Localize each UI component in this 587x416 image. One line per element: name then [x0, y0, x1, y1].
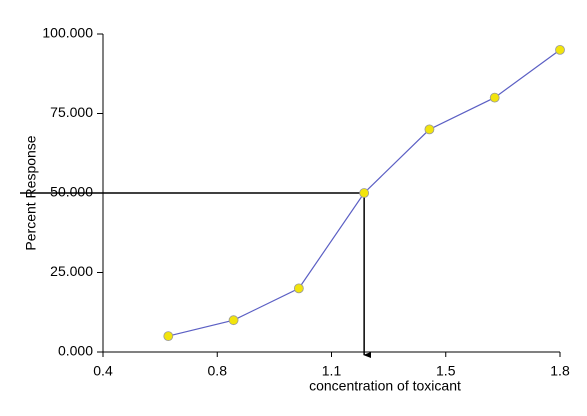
- y-tick-label: 50.000: [50, 184, 93, 200]
- y-tick-label: 75.000: [50, 104, 93, 120]
- data-point: [489, 92, 500, 103]
- x-axis-label: concentration of toxicant: [309, 378, 461, 394]
- y-tick-label: 100.000: [42, 25, 93, 41]
- x-tick-label: 1.5: [436, 363, 456, 379]
- x-tick-label: 0.8: [208, 363, 228, 379]
- data-point: [424, 124, 435, 135]
- data-point: [555, 45, 565, 55]
- x-tick-label: 1.1: [322, 363, 342, 379]
- data-point: [293, 283, 304, 294]
- y-tick-label: 25.000: [50, 263, 93, 279]
- data-point: [359, 188, 370, 198]
- data-point: [163, 331, 174, 342]
- y-tick-label: 0.000: [58, 343, 93, 359]
- x-tick-label: 1.8: [550, 363, 570, 379]
- x-tick-label: 0.4: [93, 363, 113, 379]
- data-point: [228, 315, 239, 326]
